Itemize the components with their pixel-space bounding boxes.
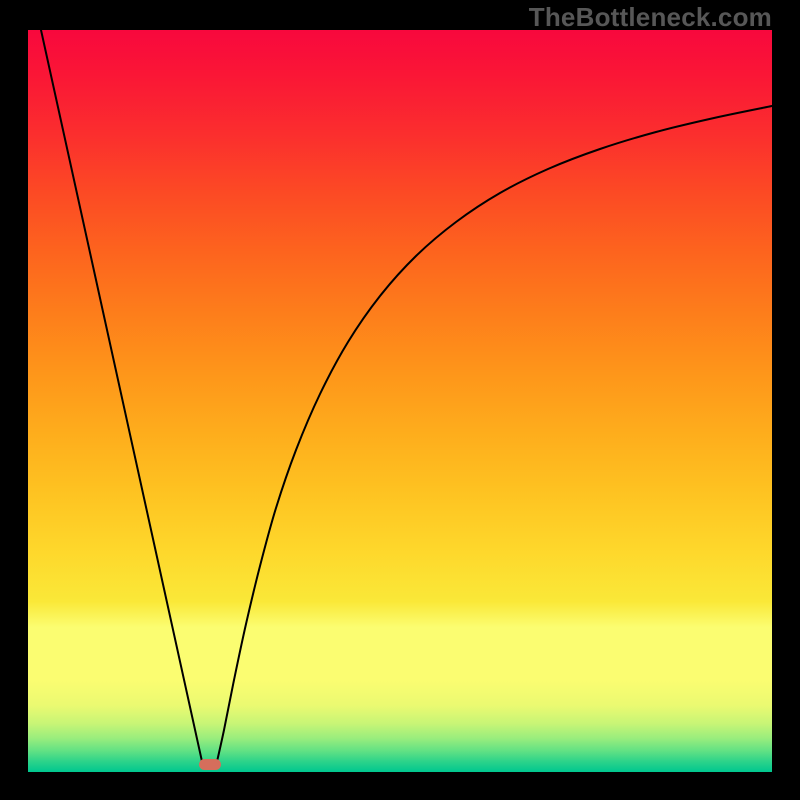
minimum-marker [199, 759, 221, 770]
watermark-text: TheBottleneck.com [529, 2, 772, 33]
bottleneck-curve [28, 30, 772, 772]
chart-frame: TheBottleneck.com [0, 0, 800, 800]
plot-area [28, 30, 772, 772]
